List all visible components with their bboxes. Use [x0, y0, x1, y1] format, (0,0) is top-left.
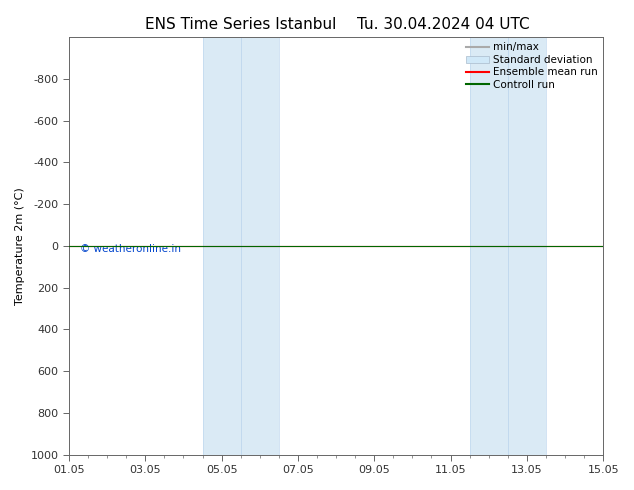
Text: Tu. 30.04.2024 04 UTC: Tu. 30.04.2024 04 UTC: [358, 17, 530, 32]
Legend: min/max, Standard deviation, Ensemble mean run, Controll run: min/max, Standard deviation, Ensemble me…: [464, 40, 600, 92]
Text: © weatheronline.in: © weatheronline.in: [80, 244, 181, 254]
Text: ENS Time Series Istanbul: ENS Time Series Istanbul: [145, 17, 337, 32]
Y-axis label: Temperature 2m (°C): Temperature 2m (°C): [15, 187, 25, 305]
Bar: [202, 37, 241, 455]
Bar: [241, 37, 279, 455]
Bar: [508, 37, 546, 455]
Bar: [470, 37, 508, 455]
